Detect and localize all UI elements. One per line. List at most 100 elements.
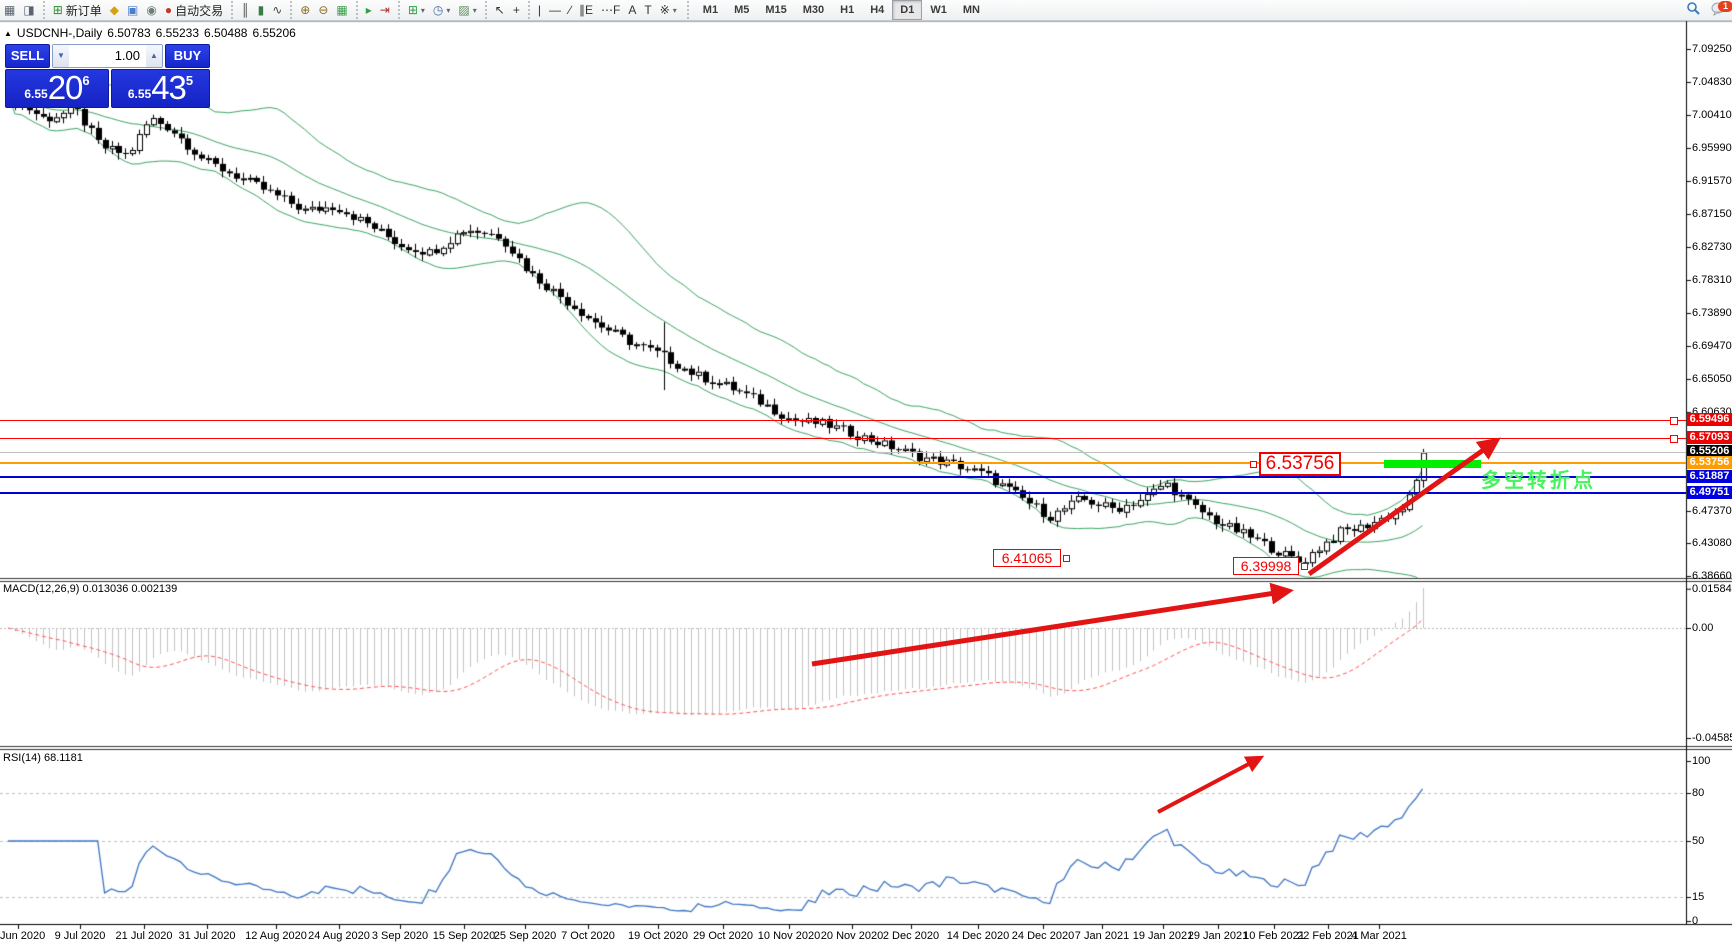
- autotrading-button[interactable]: ● 自动交易: [161, 1, 227, 19]
- price-axis-label: 6.87150: [1692, 208, 1732, 220]
- price-tag: 6.57093: [1687, 431, 1732, 444]
- line-handle-icon[interactable]: [1670, 417, 1678, 425]
- metaeditor-button[interactable]: ◆: [106, 1, 123, 19]
- trend-arrow-rsi[interactable]: [1157, 755, 1265, 814]
- price-tag: 6.59496: [1687, 413, 1732, 426]
- chart-canvas[interactable]: [0, 20, 1732, 945]
- terminal-button[interactable]: ▣: [123, 1, 142, 19]
- timeframe-M5[interactable]: M5: [734, 4, 750, 16]
- vertical-line-button[interactable]: |: [527, 1, 545, 19]
- date-axis-label: 19 Oct 2020: [628, 930, 688, 942]
- level-line[interactable]: [0, 435, 1686, 443]
- price-annotation-641065[interactable]: 6.41065: [993, 549, 1070, 567]
- level-line[interactable]: [0, 492, 1686, 494]
- toolbar-button-icon: —: [548, 3, 561, 17]
- equidistant-channel-button[interactable]: ∥E: [575, 1, 597, 19]
- price-tag: 6.53756: [1687, 456, 1732, 469]
- signals-button[interactable]: ◉: [142, 1, 160, 19]
- toolbar-button-icon: ◉: [146, 3, 157, 17]
- level-line[interactable]: [0, 417, 1686, 425]
- anchor-square-icon: [1301, 563, 1308, 570]
- toolbar-button-icon: ●: [164, 3, 173, 17]
- periods-button[interactable]: ◷ ▾: [429, 1, 455, 19]
- timeframe-M30[interactable]: M30: [802, 4, 825, 16]
- arrows-tool-button[interactable]: ※ ▾: [656, 1, 681, 19]
- line-handle-icon[interactable]: [1670, 435, 1678, 443]
- zoom-in-button[interactable]: ⊕: [290, 1, 314, 19]
- buy-price[interactable]: 6.55 43 5: [111, 69, 210, 108]
- new-chart-button[interactable]: ▦: [0, 1, 19, 19]
- price-axis-label: 6.47370: [1692, 505, 1732, 517]
- timeframe-H4[interactable]: H4: [870, 4, 885, 16]
- price-axis-label: 6.78310: [1692, 274, 1732, 286]
- bar-chart-button[interactable]: ║: [231, 1, 254, 19]
- macd-axis-label: 0.01584: [1692, 583, 1732, 595]
- ohlc-high: 6.55233: [155, 26, 200, 40]
- sell-price[interactable]: 6.55 20 6: [5, 69, 109, 108]
- text-button[interactable]: A: [624, 1, 640, 19]
- toolbar-button-icon: ▸: [365, 3, 372, 17]
- buy-price-sup: 5: [185, 73, 194, 88]
- timeframe-M1[interactable]: M1: [702, 4, 719, 16]
- toolbar-button-icon: ⊞: [52, 3, 63, 17]
- toolbar: ▦ ◨ ⊞ 新订单 ◆ ▣ ◉: [0, 0, 1732, 21]
- text-label-button[interactable]: T: [640, 1, 655, 19]
- sell-button[interactable]: SELL: [5, 44, 50, 68]
- templates-button[interactable]: ▨ ▾: [454, 1, 480, 19]
- level-line[interactable]: [0, 452, 1686, 453]
- toolbar-button-icon: |: [537, 3, 541, 17]
- timeframe-D1[interactable]: D1: [892, 0, 923, 20]
- cursor-button[interactable]: ↖: [484, 1, 509, 19]
- profiles-button[interactable]: ◨: [19, 1, 38, 19]
- toolbar-button-icon: ⇥: [379, 3, 390, 17]
- trend-arrow-main[interactable]: [1307, 437, 1501, 577]
- toolbar-button-icon: T: [644, 3, 652, 17]
- date-axis-label: 15 Sep 2020: [432, 930, 496, 942]
- price-axis-label: 6.69470: [1692, 340, 1732, 352]
- fibonacci-button[interactable]: ⋯F: [597, 1, 624, 19]
- toolbar-button-icon: ▦: [4, 3, 16, 17]
- timeframe-H1[interactable]: H1: [840, 4, 855, 16]
- crosshair-button[interactable]: +: [509, 1, 524, 19]
- price-annotation-653756[interactable]: 6.53756: [1250, 452, 1341, 476]
- zoom-out-button[interactable]: ⊖: [314, 1, 332, 19]
- price-axis-label: 6.65050: [1692, 373, 1732, 385]
- search-icon[interactable]: [1686, 1, 1701, 19]
- volume-up-button[interactable]: ▲: [146, 45, 162, 67]
- indicators-button[interactable]: ⊞ ▾: [397, 1, 429, 19]
- timeframe-MN[interactable]: MN: [962, 4, 980, 16]
- turning-point-bar[interactable]: [1384, 460, 1481, 468]
- price-annotation-639998[interactable]: 6.39998: [1233, 557, 1308, 575]
- level-line[interactable]: [0, 476, 1686, 478]
- candlestick-chart-button[interactable]: ▮: [254, 1, 269, 19]
- new-order-button[interactable]: ⊞ 新订单: [42, 1, 106, 19]
- horizontal-line-button[interactable]: —: [545, 1, 565, 19]
- turning-point-text[interactable]: 多空转折点: [1481, 470, 1596, 492]
- auto-scroll-button[interactable]: ▸: [355, 1, 376, 19]
- tile-windows-button[interactable]: ▦: [332, 1, 351, 19]
- toolbar-right: 1: [1686, 0, 1732, 20]
- level-line[interactable]: [0, 462, 1686, 464]
- price-tag: 6.49751: [1687, 486, 1732, 499]
- rsi-axis-label: 15: [1692, 891, 1705, 903]
- date-axis-label: 7 Jan 2021: [1074, 930, 1130, 942]
- date-axis-label: 12 Aug 2020: [245, 930, 307, 942]
- ohlc-close: 6.55206: [252, 26, 296, 40]
- chevron-down-icon: ▾: [446, 5, 451, 15]
- volume-down-button[interactable]: ▼: [53, 45, 69, 67]
- timeframe-W1[interactable]: W1: [930, 4, 947, 16]
- chart-shift-button[interactable]: ⇥: [376, 1, 394, 19]
- window-icon[interactable]: ▲: [4, 28, 12, 38]
- chart-title: ▲ USDCNH-,Daily 6.50783 6.55233 6.50488 …: [4, 26, 296, 40]
- notifications-icon[interactable]: 1: [1711, 0, 1732, 19]
- date-axis-label: 20 Nov 2020: [820, 930, 884, 942]
- line-chart-button[interactable]: ∿: [268, 1, 286, 19]
- trend-arrow-macd[interactable]: [811, 582, 1294, 667]
- date-axis-label: 24 Dec 2020: [1011, 930, 1075, 942]
- price-axis-label: 6.43080: [1692, 537, 1732, 549]
- volume-input[interactable]: 1.00: [114, 48, 140, 63]
- timeframe-M15[interactable]: M15: [765, 4, 787, 16]
- toolbar-button-icon: ※: [659, 3, 670, 17]
- buy-button[interactable]: BUY: [165, 44, 210, 68]
- trendline-button[interactable]: ∕: [565, 1, 575, 19]
